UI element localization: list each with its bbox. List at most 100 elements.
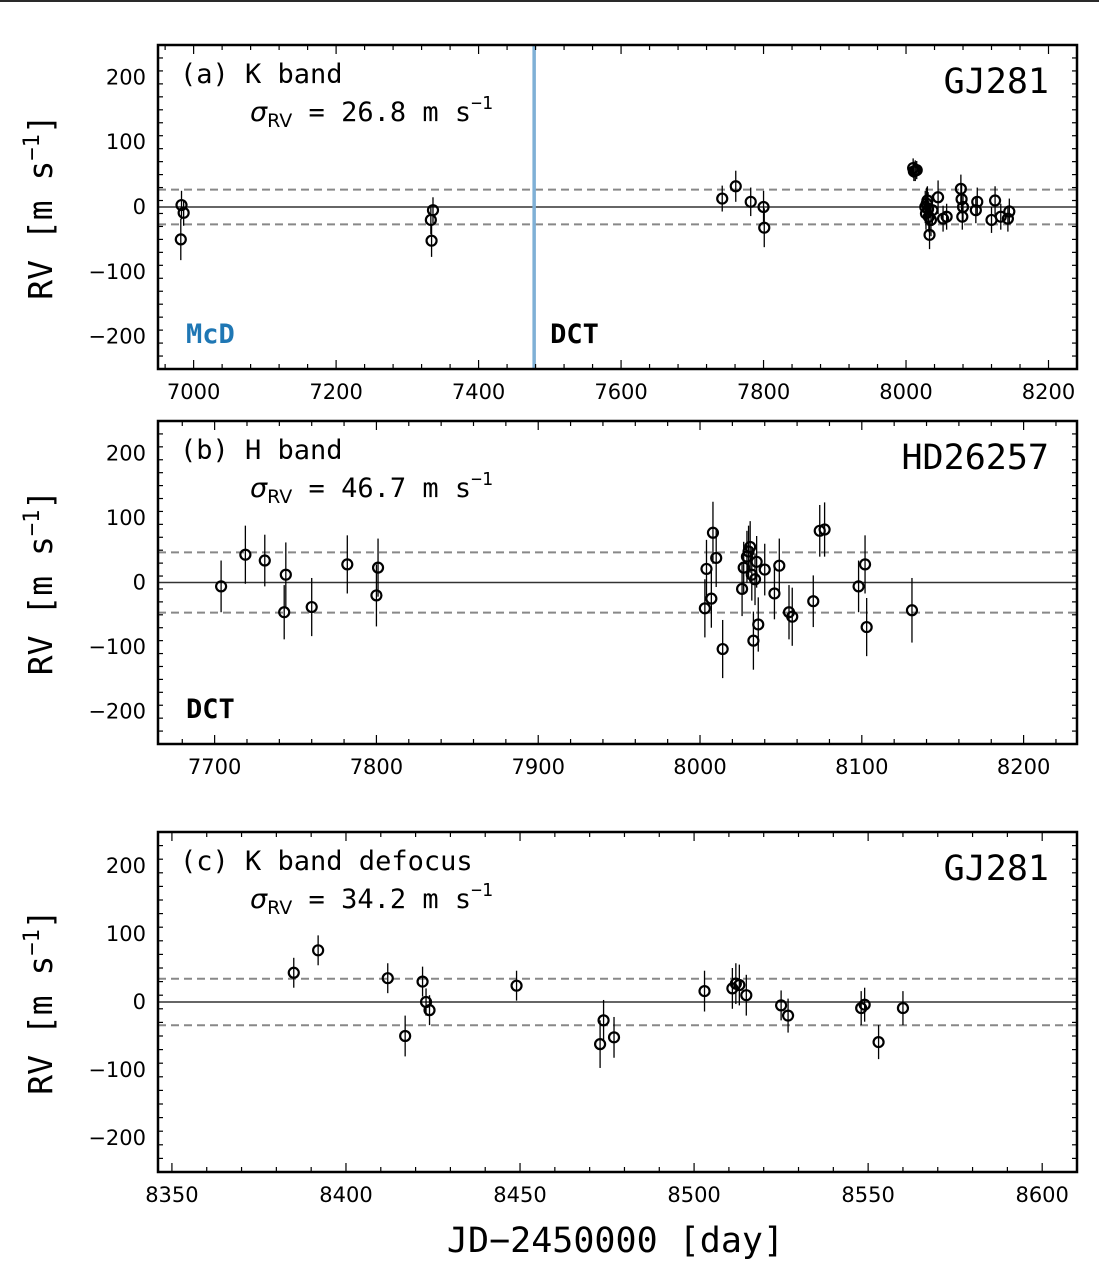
x-tick-label: 8000	[879, 380, 932, 404]
data-point	[416, 975, 429, 988]
x-tick-label: 8450	[493, 1183, 546, 1207]
data-point	[858, 998, 871, 1011]
data-point	[905, 604, 919, 617]
data-point	[955, 193, 968, 206]
instrument-label-dct: DCT	[550, 319, 599, 350]
data-point	[748, 573, 762, 586]
data-point	[174, 233, 187, 246]
data-point	[781, 1009, 795, 1022]
data-series	[215, 501, 919, 679]
data-point	[700, 562, 713, 576]
y-tick-label: 200	[106, 441, 146, 465]
x-tick-label: 8100	[835, 755, 888, 779]
data-point	[1003, 205, 1016, 218]
data-point	[733, 978, 746, 992]
sigma-annotation: σRV = 34.2 m s−1	[250, 880, 493, 919]
x-tick-label: 7400	[452, 380, 505, 404]
data-point	[716, 192, 729, 205]
data-point	[926, 204, 939, 217]
data-point	[752, 618, 765, 631]
panel-a: 7000 7200 7400 7600 7800 8000 8200 200 100 0 −100 −…	[20, 43, 1079, 404]
x-tick-label: 7000	[167, 380, 220, 404]
data-point	[735, 582, 749, 596]
data-point	[773, 559, 786, 572]
data-point	[371, 561, 385, 574]
x-tick-label: 7700	[188, 755, 241, 779]
data-series	[287, 935, 910, 1068]
data-point	[852, 580, 865, 593]
data-point	[698, 985, 711, 998]
y-tick-label: −100	[88, 635, 146, 659]
data-point	[1001, 212, 1014, 225]
data-point	[710, 551, 723, 565]
y-tick-label: 0	[133, 195, 146, 219]
data-point	[940, 210, 953, 223]
panel-c: 8350 8400 8450 8500 8550 8600 200 100 0 −100 −200 (…	[20, 830, 1079, 1207]
instrument-label-mcd: McD	[186, 319, 235, 350]
data-point	[758, 563, 771, 576]
top-border-line	[0, 0, 1099, 2]
x-tick-label: 7800	[350, 755, 403, 779]
panel-b: 7700 7800 7900 8000 8100 8200 200 100 0 −100 −200 (…	[20, 419, 1079, 779]
data-point	[956, 200, 970, 214]
data-point	[896, 1002, 910, 1015]
data-point	[278, 606, 291, 619]
data-point	[775, 999, 788, 1012]
instrument-label-dct: DCT	[186, 694, 235, 725]
data-point	[510, 979, 523, 992]
data-point	[399, 1029, 412, 1043]
data-point	[215, 580, 228, 593]
panel-label: (a) K band	[180, 59, 343, 90]
data-point	[239, 548, 252, 561]
target-name: HD26257	[901, 438, 1049, 478]
sigma-annotation: σRV = 26.8 m s−1	[250, 93, 493, 132]
y-tick-label: 200	[106, 65, 146, 89]
data-point	[757, 200, 770, 214]
data-point	[716, 642, 729, 656]
x-tick-label: 7900	[511, 755, 564, 779]
y-tick-label: 200	[106, 854, 146, 878]
data-series	[174, 158, 1016, 261]
data-point	[706, 526, 720, 539]
data-point	[807, 595, 820, 608]
data-point	[931, 191, 945, 204]
data-point	[872, 1036, 885, 1049]
panel-label: (c) K band defocus	[180, 846, 473, 877]
plot-frame	[156, 830, 1079, 1174]
data-point	[341, 558, 354, 571]
data-point	[597, 1014, 610, 1027]
data-point	[750, 555, 763, 568]
data-point	[426, 204, 440, 217]
x-tick-label: 7600	[594, 380, 647, 404]
data-point	[994, 210, 1007, 223]
data-point	[740, 989, 753, 1002]
data-point	[370, 589, 383, 602]
data-point	[425, 234, 438, 247]
data-point	[786, 610, 799, 623]
data-point	[744, 540, 757, 554]
data-point	[279, 568, 292, 581]
data-point	[258, 554, 271, 567]
x-tick-label: 7800	[737, 380, 790, 404]
data-point	[744, 195, 757, 208]
x-tick-label: 8350	[145, 1183, 198, 1207]
x-tick-label: 8600	[1015, 1183, 1068, 1207]
y-axis-label: RV [m s−1]	[20, 909, 60, 1094]
data-point	[768, 587, 781, 600]
data-point	[607, 1031, 621, 1044]
x-tick-label: 8400	[319, 1183, 372, 1207]
data-point	[818, 523, 831, 536]
y-tick-label: 100	[106, 130, 146, 154]
data-point	[988, 194, 1002, 207]
x-axis-label: JD−2450000 [day]	[447, 1221, 784, 1261]
data-point	[423, 1004, 436, 1017]
y-axis-label: RV [m s−1]	[20, 114, 60, 299]
y-tick-label: −200	[88, 700, 146, 724]
data-point	[855, 1002, 868, 1015]
x-tick-label: 8000	[673, 755, 726, 779]
data-point	[287, 966, 300, 979]
y-axis-label: RV [m s−1]	[20, 490, 60, 675]
data-point	[860, 620, 873, 634]
y-tick-label: 0	[133, 571, 146, 595]
x-tick-label: 8500	[667, 1183, 720, 1207]
